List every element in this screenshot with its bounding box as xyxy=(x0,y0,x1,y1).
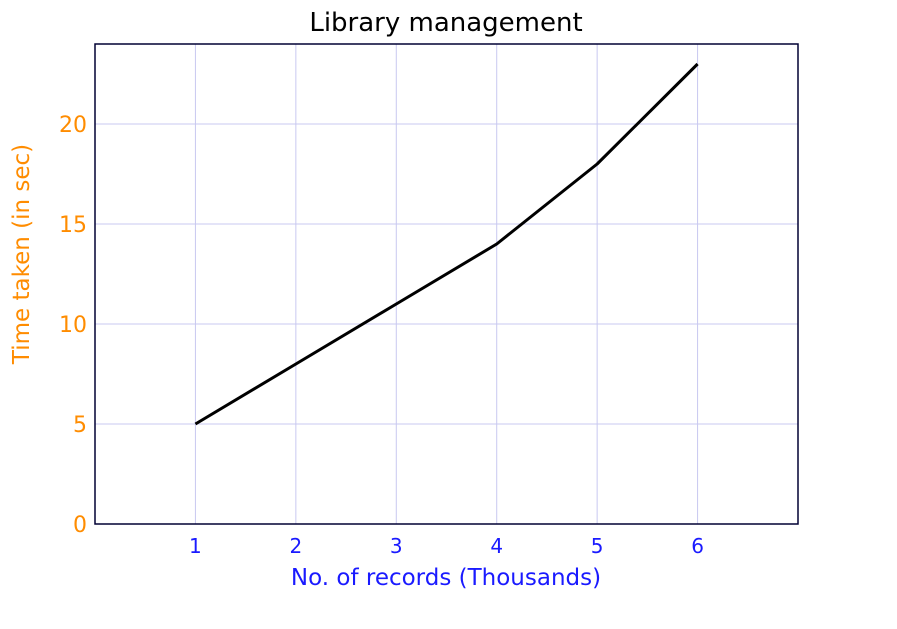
x-tick-label: 4 xyxy=(490,534,503,558)
x-tick-label: 6 xyxy=(691,534,704,558)
y-tick-label: 0 xyxy=(73,513,87,538)
grid-lines xyxy=(95,44,798,524)
x-axis-label: No. of records (Thousands) xyxy=(291,565,601,591)
y-tick-label: 5 xyxy=(73,413,87,438)
series-layer xyxy=(194,62,699,426)
y-tick-label: 10 xyxy=(59,313,87,338)
y-axis-ticks: 0 5 10 15 20 xyxy=(59,113,87,538)
x-tick-label: 5 xyxy=(591,534,604,558)
x-tick-label: 2 xyxy=(289,534,302,558)
x-tick-label: 3 xyxy=(390,534,403,558)
series-line xyxy=(194,62,699,426)
plot-frame xyxy=(94,43,799,525)
y-tick-label: 20 xyxy=(59,113,87,138)
chart-title: Library management xyxy=(309,8,582,38)
y-axis-label: Time taken (in sec) xyxy=(9,144,35,365)
x-axis-ticks: 1 2 3 4 5 6 xyxy=(189,534,704,558)
x-tick-label: 1 xyxy=(189,534,202,558)
y-tick-label: 15 xyxy=(59,213,87,238)
